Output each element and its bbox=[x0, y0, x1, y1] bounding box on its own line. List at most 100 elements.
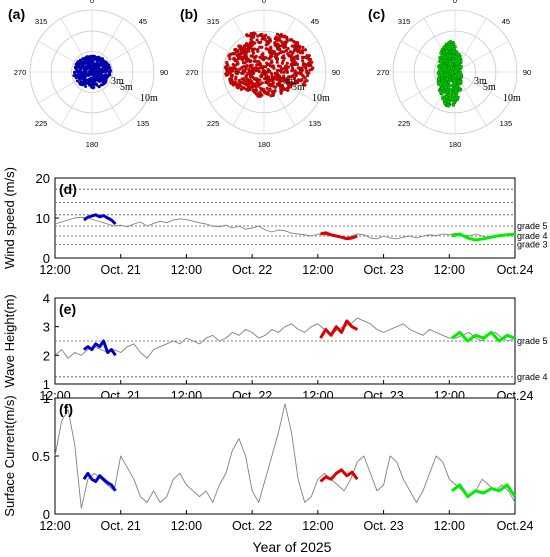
plot-frame bbox=[54, 177, 516, 259]
scatter-point bbox=[265, 61, 269, 65]
x-tick-label: 12:00 bbox=[39, 519, 70, 533]
scatter-point bbox=[276, 64, 281, 68]
scatter-point bbox=[82, 67, 86, 71]
scatter-point bbox=[235, 85, 239, 89]
series-line-gray bbox=[54, 216, 516, 240]
scatter-point bbox=[250, 47, 255, 51]
scatter-point bbox=[108, 73, 112, 77]
scatter-point bbox=[245, 83, 250, 88]
polar-angle-label: 135 bbox=[309, 119, 322, 128]
scatter-point bbox=[250, 80, 254, 84]
panel-label: (f) bbox=[59, 401, 73, 417]
scatter-point bbox=[445, 73, 450, 78]
series-line-gray bbox=[54, 317, 516, 359]
scatter-point bbox=[261, 58, 266, 62]
scatter-point bbox=[450, 42, 454, 47]
scatter-point bbox=[80, 80, 84, 84]
scatter-point bbox=[277, 46, 281, 50]
series-line-highlight bbox=[451, 232, 516, 242]
polar-angle-label: 135 bbox=[137, 119, 150, 128]
scatter-point bbox=[442, 45, 446, 49]
scatter-point bbox=[265, 86, 269, 91]
scatter-point bbox=[91, 61, 95, 65]
scatter-point bbox=[97, 69, 101, 73]
scatter-point bbox=[276, 42, 280, 46]
scatter-point bbox=[437, 77, 441, 81]
scatter-point bbox=[278, 34, 283, 38]
polar-angle-label: 90 bbox=[332, 68, 340, 77]
x-tick-label: Oct.24 bbox=[497, 519, 534, 533]
polar-scatter-cloud bbox=[223, 31, 315, 99]
scatter-point bbox=[94, 58, 98, 62]
scatter-point bbox=[281, 59, 285, 63]
scatter-point bbox=[263, 91, 268, 95]
scatter-point bbox=[235, 60, 240, 64]
scatter-point bbox=[78, 71, 82, 75]
polar-angle-label: 180 bbox=[449, 140, 462, 149]
y-tick-label: 0 bbox=[43, 507, 50, 522]
scatter-point bbox=[291, 50, 295, 55]
scatter-point bbox=[228, 69, 232, 73]
scatter-point bbox=[452, 47, 457, 51]
series-line-highlight bbox=[83, 339, 117, 357]
x-tick-label: 12:00 bbox=[171, 263, 202, 277]
y-tick-label: 10 bbox=[36, 211, 50, 226]
scatter-point bbox=[268, 87, 272, 91]
scatter-point bbox=[255, 77, 260, 81]
panel-label-c: (c) bbox=[368, 6, 385, 22]
scatter-point bbox=[303, 48, 308, 52]
scatter-point bbox=[294, 80, 298, 84]
scatter-point bbox=[276, 82, 280, 86]
scatter-point bbox=[84, 85, 88, 89]
x-tick-label: 12:00 bbox=[302, 519, 333, 533]
scatter-point bbox=[237, 54, 242, 58]
scatter-point bbox=[267, 78, 271, 82]
scatter-point bbox=[96, 66, 100, 70]
scatter-point bbox=[239, 49, 243, 53]
scatter-point bbox=[261, 87, 266, 91]
scatter-point bbox=[444, 42, 449, 46]
scatter-point bbox=[87, 72, 91, 76]
y-tick-label: 2 bbox=[43, 348, 50, 363]
polar-scatter-cloud bbox=[436, 39, 464, 108]
scatter-point bbox=[247, 43, 252, 47]
scatter-point bbox=[90, 77, 94, 81]
scatter-point bbox=[305, 54, 309, 58]
polar-angle-label: 90 bbox=[160, 68, 168, 77]
scatter-point bbox=[242, 45, 247, 49]
scatter-point bbox=[245, 48, 249, 52]
scatter-point bbox=[302, 63, 306, 68]
scatter-point bbox=[257, 59, 261, 64]
scatter-point bbox=[103, 81, 107, 85]
scatter-point bbox=[275, 68, 279, 73]
surface-current-panel: 0 0.5 1 12:00 Oct. 21 12:00 Oct. 22 12:00 Oct. 2… bbox=[2, 391, 533, 533]
scatter-point bbox=[95, 73, 99, 77]
plot-frame bbox=[54, 397, 516, 515]
scatter-point bbox=[98, 58, 102, 62]
scatter-point bbox=[228, 66, 232, 70]
scatter-point bbox=[105, 75, 109, 79]
scatter-point bbox=[283, 35, 287, 39]
scatter-point bbox=[440, 86, 444, 90]
scatter-point bbox=[263, 76, 267, 80]
scatter-point bbox=[307, 60, 312, 65]
scatter-point bbox=[255, 38, 259, 42]
scatter-point bbox=[243, 69, 247, 73]
scatter-point bbox=[279, 39, 283, 43]
scatter-point bbox=[246, 34, 250, 38]
scatter-point bbox=[452, 93, 456, 97]
scatter-point bbox=[458, 71, 463, 75]
scatter-point bbox=[453, 80, 457, 85]
scatter-point bbox=[290, 61, 295, 65]
scatter-point bbox=[270, 90, 274, 94]
scatter-point bbox=[457, 88, 462, 93]
polar-ring-label: 5m bbox=[483, 82, 496, 93]
scatter-point bbox=[300, 51, 305, 55]
scatter-point bbox=[457, 57, 461, 62]
scatter-point bbox=[256, 49, 260, 53]
scatter-point bbox=[81, 73, 85, 77]
scatter-point bbox=[295, 62, 300, 67]
